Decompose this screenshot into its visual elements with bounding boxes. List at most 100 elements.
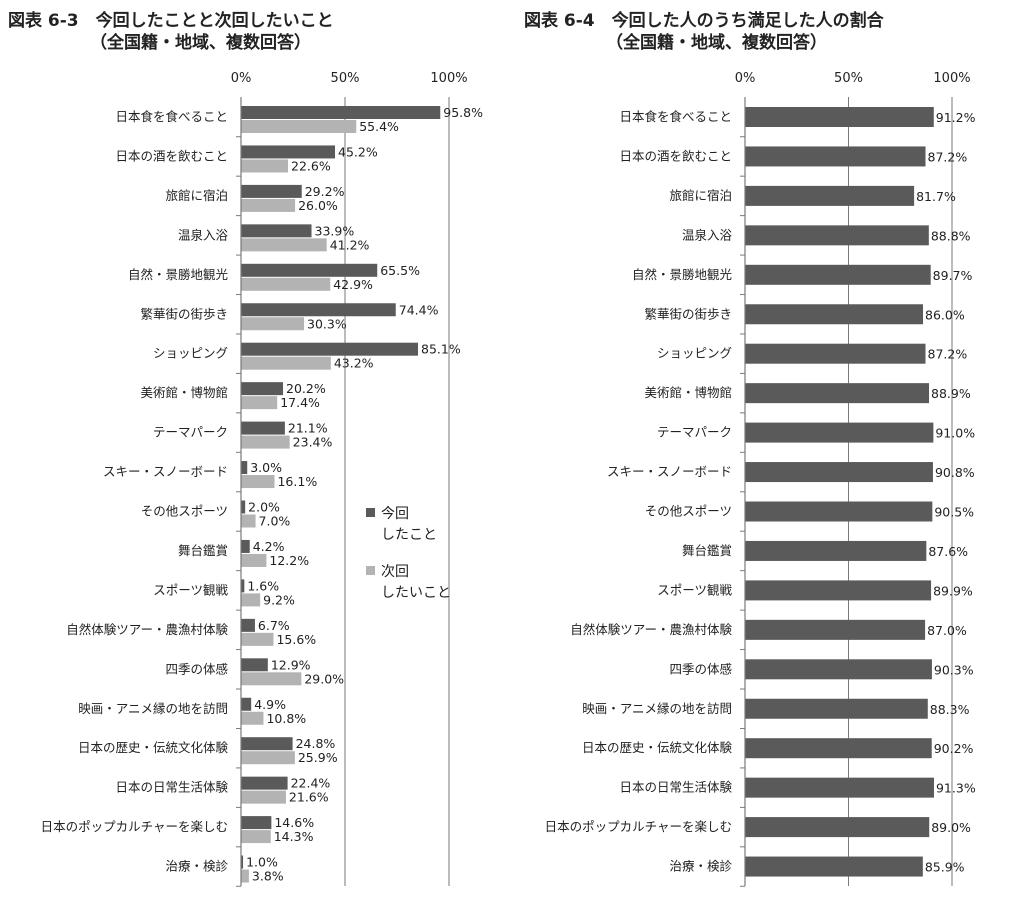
chart1-bar-s1 (241, 776, 288, 790)
chart1-legend-swatch-s2 (366, 566, 375, 575)
chart1-category-label: ショッピング (153, 346, 228, 361)
chart2-category-label: 旅館に宿泊 (669, 188, 732, 203)
chart1-category-label: その他スポーツ (141, 504, 228, 519)
chart1-data-label-s1: 1.0% (246, 855, 278, 870)
chart1-bar-s1 (241, 224, 312, 238)
chart1-bar-s2 (241, 751, 295, 765)
chart1-category-label: 日本の酒を飲むこと (115, 148, 228, 163)
chart2-bar (745, 659, 932, 680)
chart1-data-label-s2: 42.9% (333, 277, 373, 292)
chart2-data-label: 85.9% (925, 860, 965, 875)
chart1-bar-s1 (241, 106, 441, 119)
chart1-bar-s1 (241, 303, 396, 317)
chart2-bar (745, 225, 929, 246)
chart2-category-label: その他スポーツ (645, 504, 732, 519)
chart2-data-label: 91.0% (935, 426, 975, 441)
chart1-data-label-s2: 26.0% (298, 198, 338, 213)
chart1-bar-s1 (241, 461, 248, 475)
chart1-data-label-s1: 2.0% (248, 500, 280, 515)
chart1-legend-swatch-s1 (366, 508, 375, 517)
chart1-data-label-s1: 4.2% (253, 539, 285, 554)
chart2-category-label: 四季の体感 (669, 661, 732, 676)
chart2-data-label: 88.8% (931, 228, 971, 243)
chart1-data-label-s2: 21.6% (289, 790, 329, 805)
chart2-bar (745, 146, 926, 167)
chart2-data-label: 88.9% (931, 386, 971, 401)
chart1-data-label-s2: 23.4% (293, 435, 333, 450)
chart1-bar-s1 (241, 421, 285, 435)
chart1-bar-s2 (241, 317, 305, 331)
chart1-tick-label: 50% (331, 71, 360, 86)
chart1-bar-s1 (241, 579, 245, 593)
chart1-category-label: スポーツ観戦 (153, 582, 228, 597)
chart2-category-label: スキー・スノーボード (607, 464, 732, 479)
chart1-legend-label-s1: 今回 (381, 506, 409, 522)
chart2-data-label: 89.0% (931, 820, 971, 835)
chart2-data-label: 87.2% (928, 347, 968, 362)
chart1-bar-s2 (241, 711, 264, 725)
chart2-bar (745, 462, 933, 483)
chart1-bar-s2 (241, 514, 256, 528)
chart1-data-label-s1: 1.6% (247, 578, 279, 593)
chart2-data-label: 90.8% (935, 465, 975, 480)
chart1-tick-label: 0% (231, 71, 252, 86)
chart1-bar-s1 (241, 697, 252, 711)
chart1-data-label-s2: 29.0% (304, 671, 344, 686)
chart1-category-label: 治療・検診 (165, 859, 228, 874)
chart2-category-label: 日本のポップカルチャーを楽しむ (545, 819, 732, 834)
chart2-data-label: 91.3% (936, 781, 976, 796)
chart2-bar (745, 501, 933, 522)
chart1-bar-s2 (241, 238, 327, 252)
chart1-bar-s2 (241, 475, 275, 489)
chart2-bar (745, 540, 927, 561)
chart1-category-label: 日本の日常生活体験 (115, 780, 228, 795)
chart1-bar-s1 (241, 737, 293, 751)
chart1-data-label-s2: 41.2% (330, 237, 370, 252)
chart2-subtitle: （全国籍・地域、複数回答） (606, 33, 827, 53)
chart2-data-label: 87.2% (928, 149, 968, 164)
chart1-data-label-s2: 3.8% (252, 869, 284, 884)
chart2-data-label: 89.7% (933, 268, 973, 283)
chart2-category-label: 自然体験ツアー・農漁村体験 (570, 622, 732, 637)
chart2-data-label: 87.6% (928, 544, 968, 559)
chart1-category-label: 日本食を食べること (115, 109, 228, 124)
chart2-data-label: 87.0% (927, 623, 967, 638)
chart1-bar-s2 (241, 672, 302, 686)
chart1-data-label-s2: 17.4% (280, 395, 320, 410)
chart2-bar (745, 107, 934, 127)
chart1-data-label-s1: 22.4% (291, 776, 331, 791)
chart2-category-label: 治療・検診 (669, 859, 732, 874)
chart1-bar-s1 (241, 263, 378, 277)
chart2-title-block: 図表 6-4 今回した人のうち満足した人の割合 （全国籍・地域、複数回答） (524, 10, 884, 54)
chart2-bar (745, 264, 931, 285)
chart2-data-label: 90.2% (934, 741, 974, 756)
chart2-bar (745, 698, 928, 719)
chart1-bar-s1 (241, 342, 419, 356)
chart1-category-label: 温泉入浴 (178, 227, 229, 242)
chart2-category-label: 日本の酒を飲むこと (619, 148, 732, 163)
chart1-data-label-s1: 45.2% (338, 144, 378, 159)
chart1-data-label-s1: 29.2% (305, 184, 345, 199)
chart1-data-label-s2: 16.1% (277, 474, 317, 489)
chart1-data-label-s2: 55.4% (359, 119, 399, 134)
chart1-data-label-s2: 14.3% (274, 829, 314, 844)
chart1-bar-s1 (241, 618, 255, 632)
chart1-category-label: 旅館に宿泊 (165, 188, 228, 203)
chart1-legend-label-s2: したいこと (381, 585, 451, 601)
chart2-bar (745, 777, 934, 798)
chart1-tick-label: 100% (430, 71, 467, 86)
chart1-category-label: スキー・スノーボード (103, 464, 228, 479)
chart1-data-label-s1: 6.7% (258, 618, 290, 633)
chart2-bar (745, 619, 926, 640)
chart2-bar (745, 304, 924, 325)
chart1-category-label: 自然・景勝地観光 (128, 267, 228, 282)
chart2-bar (745, 817, 930, 838)
chart1-category-label: 日本の歴史・伝統文化体験 (78, 740, 229, 755)
chart1-bar-s2 (241, 632, 274, 646)
chart2-data-label: 91.2% (936, 110, 976, 125)
chart1-title-block: 図表 6-3 今回したことと次回したいこと （全国籍・地域、複数回答） (8, 10, 334, 54)
chart2-title: 図表 6-4 今回した人のうち満足した人の割合 (524, 11, 884, 31)
chart2-category-label: ショッピング (657, 346, 732, 361)
chart1-bar-s1 (241, 184, 302, 198)
